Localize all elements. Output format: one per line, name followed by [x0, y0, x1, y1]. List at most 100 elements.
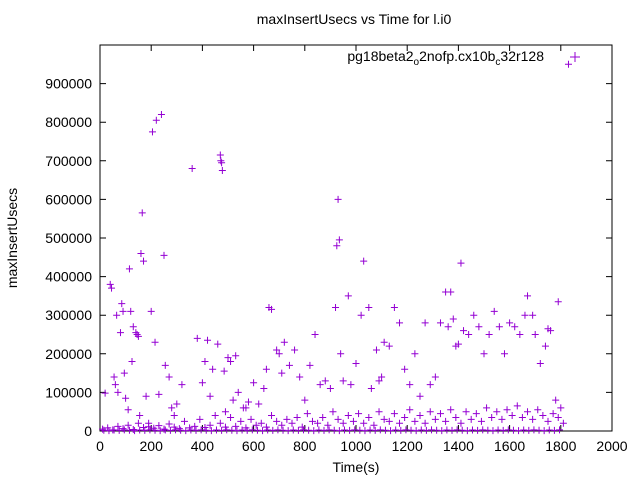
data-point: [288, 419, 296, 427]
data-point: [232, 422, 240, 430]
data-point: [260, 385, 268, 393]
data-point: [319, 413, 327, 421]
data-point: [170, 412, 178, 420]
data-point: [406, 406, 414, 414]
data-point: [436, 410, 444, 418]
data-point: [396, 419, 404, 427]
data-point: [447, 406, 455, 414]
data-point: [365, 413, 373, 421]
data-point: [416, 412, 424, 420]
data-point: [411, 350, 419, 358]
data-point: [182, 427, 190, 435]
data-point: [320, 426, 328, 434]
data-point: [457, 259, 465, 267]
data-point: [294, 426, 302, 434]
data-point: [145, 423, 153, 431]
data-point: [120, 369, 128, 377]
x-tick-label: 1000: [340, 438, 371, 454]
y-axis: 0 100000 200000 300000 400000 500000 600000 700…: [45, 76, 612, 439]
data-point: [474, 426, 482, 434]
data-point: [296, 373, 304, 381]
data-point: [385, 417, 393, 425]
x-axis-label: Time(s): [333, 459, 380, 475]
data-point: [204, 336, 212, 344]
data-point: [119, 307, 127, 315]
data-point: [155, 390, 163, 398]
data-point: [257, 419, 265, 427]
data-point: [401, 413, 409, 421]
data-point: [101, 389, 109, 397]
data-point: [218, 166, 226, 174]
data-point: [175, 425, 183, 433]
data-point: [216, 151, 224, 159]
data-point: [375, 377, 383, 385]
data-point: [387, 427, 395, 435]
x-tick-label: 1200: [392, 438, 423, 454]
data-point: [421, 319, 429, 327]
data-point: [339, 377, 347, 385]
data-point: [396, 319, 404, 327]
data-point: [332, 303, 340, 311]
data-point: [365, 303, 373, 311]
data-point: [221, 408, 229, 416]
data-point: [554, 413, 562, 421]
data-point: [371, 426, 379, 434]
data-point: [539, 412, 547, 420]
x-tick-label: 600: [242, 438, 266, 454]
data-point: [346, 426, 354, 434]
data-point: [262, 365, 270, 373]
data-point: [475, 323, 483, 331]
data-point: [165, 373, 173, 381]
data-point: [137, 249, 145, 257]
data-point: [503, 406, 511, 414]
data-point: [227, 413, 235, 421]
data-point: [108, 284, 116, 292]
data-point: [515, 427, 523, 435]
data-point: [449, 315, 457, 323]
data-point: [119, 425, 127, 433]
data-point: [344, 292, 352, 300]
data-point: [114, 422, 122, 430]
data-point: [518, 413, 526, 421]
data-point: [541, 342, 549, 350]
data-point: [250, 379, 258, 387]
data-point: [111, 381, 119, 389]
data-point: [160, 425, 168, 433]
data-point: [218, 426, 226, 434]
data-point: [193, 334, 201, 342]
data-point: [262, 423, 270, 431]
data-point: [173, 400, 181, 408]
data-point: [209, 365, 217, 373]
data-point: [233, 427, 241, 435]
data-point: [544, 417, 552, 425]
data-points: [99, 60, 572, 435]
data-point: [477, 417, 485, 425]
data-point: [134, 419, 142, 427]
data-point: [214, 340, 222, 348]
data-point: [337, 350, 345, 358]
data-point: [525, 426, 533, 434]
data-point: [529, 415, 537, 423]
data-point: [160, 251, 168, 259]
data-point: [116, 329, 124, 337]
data-point: [431, 373, 439, 381]
data-point: [390, 410, 398, 418]
data-point: [540, 427, 548, 435]
data-point: [284, 427, 292, 435]
data-point: [207, 427, 215, 435]
data-point: [361, 427, 369, 435]
data-point: [125, 265, 133, 273]
data-point: [549, 410, 557, 418]
data-point: [485, 331, 493, 338]
data-point: [378, 373, 386, 381]
y-axis-label: maxInsertUsecs: [4, 188, 20, 288]
data-point: [243, 426, 251, 434]
data-point: [447, 288, 455, 296]
data-point: [360, 419, 368, 427]
data-point: [444, 323, 452, 331]
data-point: [306, 361, 314, 369]
x-axis: 0 200 400 600 800 1000 1200 1400 1600 1800 2000: [96, 45, 628, 454]
data-point: [196, 415, 204, 423]
